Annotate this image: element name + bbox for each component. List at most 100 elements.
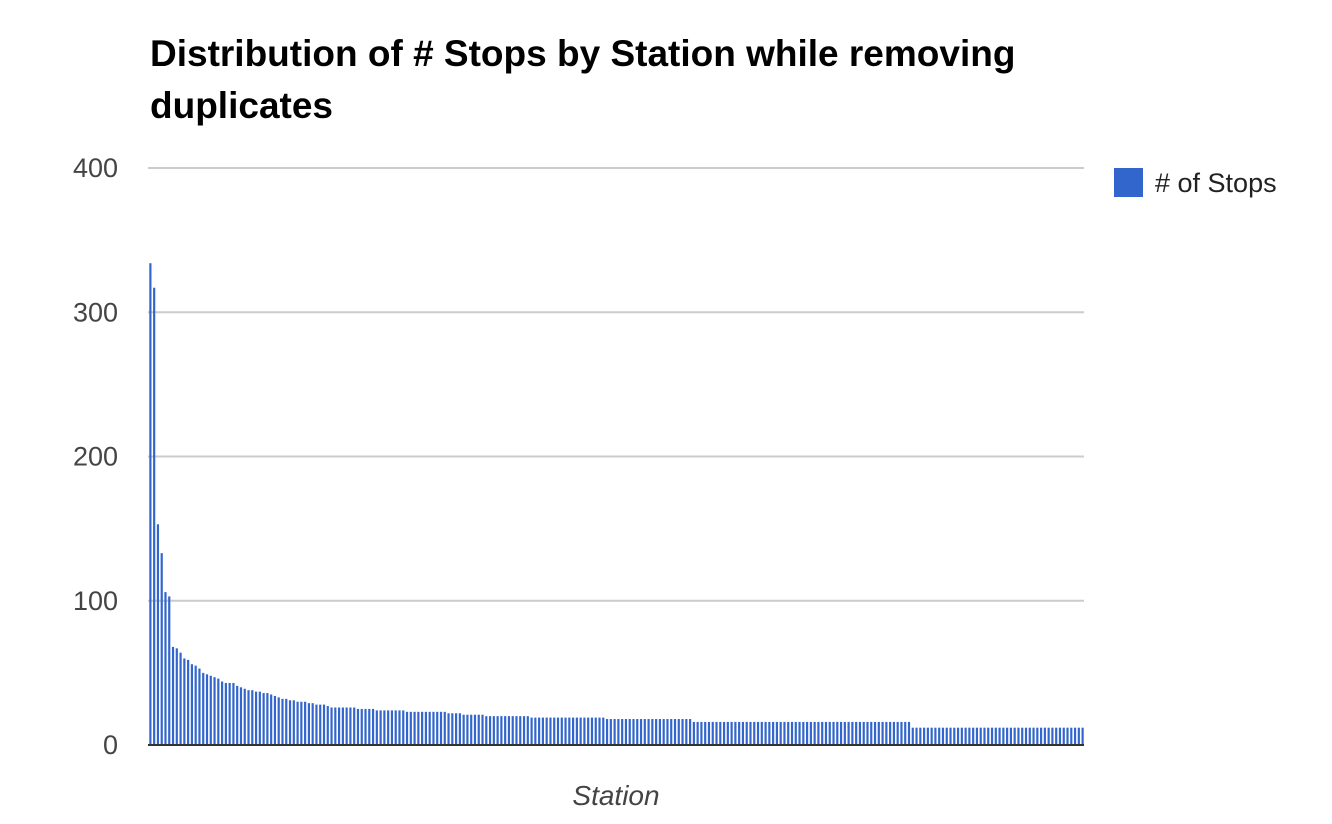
bar — [428, 711, 431, 745]
bar — [628, 719, 631, 745]
bar — [553, 717, 556, 745]
bar — [371, 708, 375, 745]
bar — [824, 721, 828, 745]
bar — [655, 719, 658, 745]
bar — [341, 707, 344, 745]
bar — [439, 711, 443, 745]
bar — [658, 719, 661, 745]
bar — [911, 727, 914, 745]
bar — [794, 721, 797, 745]
bar — [485, 716, 488, 745]
bar — [319, 704, 322, 745]
bar — [473, 714, 477, 745]
bar — [307, 703, 310, 745]
bar — [662, 719, 665, 745]
bar — [806, 721, 809, 745]
bar — [798, 721, 801, 745]
bar — [432, 711, 435, 745]
bar — [889, 721, 892, 745]
bar — [1021, 727, 1024, 745]
bar — [700, 721, 703, 745]
bar — [1043, 727, 1046, 745]
bar — [564, 717, 567, 745]
bar — [692, 721, 695, 745]
bar — [541, 717, 544, 745]
bar — [270, 694, 273, 745]
bar — [685, 719, 688, 745]
bar — [787, 721, 790, 745]
bar — [768, 721, 771, 745]
bar — [466, 714, 469, 745]
y-tick-label: 200 — [73, 442, 118, 472]
bar — [930, 727, 933, 745]
bar — [171, 646, 175, 745]
bar — [587, 717, 590, 745]
bar — [545, 717, 548, 745]
bar — [772, 721, 775, 745]
bar — [217, 678, 220, 745]
bar — [881, 721, 884, 745]
bar — [368, 708, 371, 745]
bar — [254, 691, 258, 745]
gridlines — [148, 167, 1084, 602]
bar — [783, 721, 786, 745]
bar — [745, 721, 748, 745]
bar — [990, 727, 994, 745]
bar — [183, 658, 186, 745]
bar — [613, 719, 616, 745]
bar — [421, 711, 424, 745]
bar — [277, 697, 280, 745]
bar — [390, 710, 394, 745]
bar — [356, 708, 360, 745]
bar — [530, 717, 533, 745]
bar — [1024, 727, 1028, 745]
bar — [1036, 727, 1039, 745]
bar — [738, 721, 741, 745]
bar — [907, 721, 911, 745]
bar — [704, 721, 707, 745]
bar — [311, 703, 314, 745]
bar — [175, 648, 178, 745]
bar — [519, 716, 522, 745]
bar — [647, 719, 650, 745]
bar — [413, 711, 416, 745]
bar — [288, 700, 292, 745]
bar — [862, 721, 865, 745]
bar — [1002, 727, 1005, 745]
bar — [726, 721, 729, 745]
bar — [1051, 727, 1054, 745]
bar — [326, 706, 329, 745]
bar — [375, 710, 378, 745]
bar — [315, 704, 318, 745]
bar — [813, 721, 816, 745]
bar — [651, 719, 654, 745]
bar — [424, 711, 427, 745]
bar — [749, 721, 752, 745]
bar — [470, 714, 473, 745]
bar — [1009, 727, 1012, 745]
bar — [209, 675, 212, 745]
bar — [322, 704, 326, 745]
bar — [187, 659, 190, 745]
bar — [998, 727, 1001, 745]
x-axis-title: Station — [572, 780, 659, 811]
y-tick-label: 0 — [103, 730, 118, 760]
bar — [828, 721, 831, 745]
bar — [383, 710, 386, 745]
bar — [507, 716, 511, 745]
bar — [232, 682, 235, 745]
bar — [953, 727, 956, 745]
bar — [847, 721, 850, 745]
bar — [300, 701, 303, 745]
bar — [398, 710, 401, 745]
legend: # of Stops — [1114, 168, 1277, 198]
legend-label: # of Stops — [1155, 168, 1277, 198]
bar — [1081, 727, 1084, 745]
bar — [711, 721, 714, 745]
bar — [496, 716, 499, 745]
bar — [839, 721, 843, 745]
bar — [858, 721, 862, 745]
bar — [330, 707, 333, 745]
bar — [802, 721, 805, 745]
bar — [722, 721, 726, 745]
